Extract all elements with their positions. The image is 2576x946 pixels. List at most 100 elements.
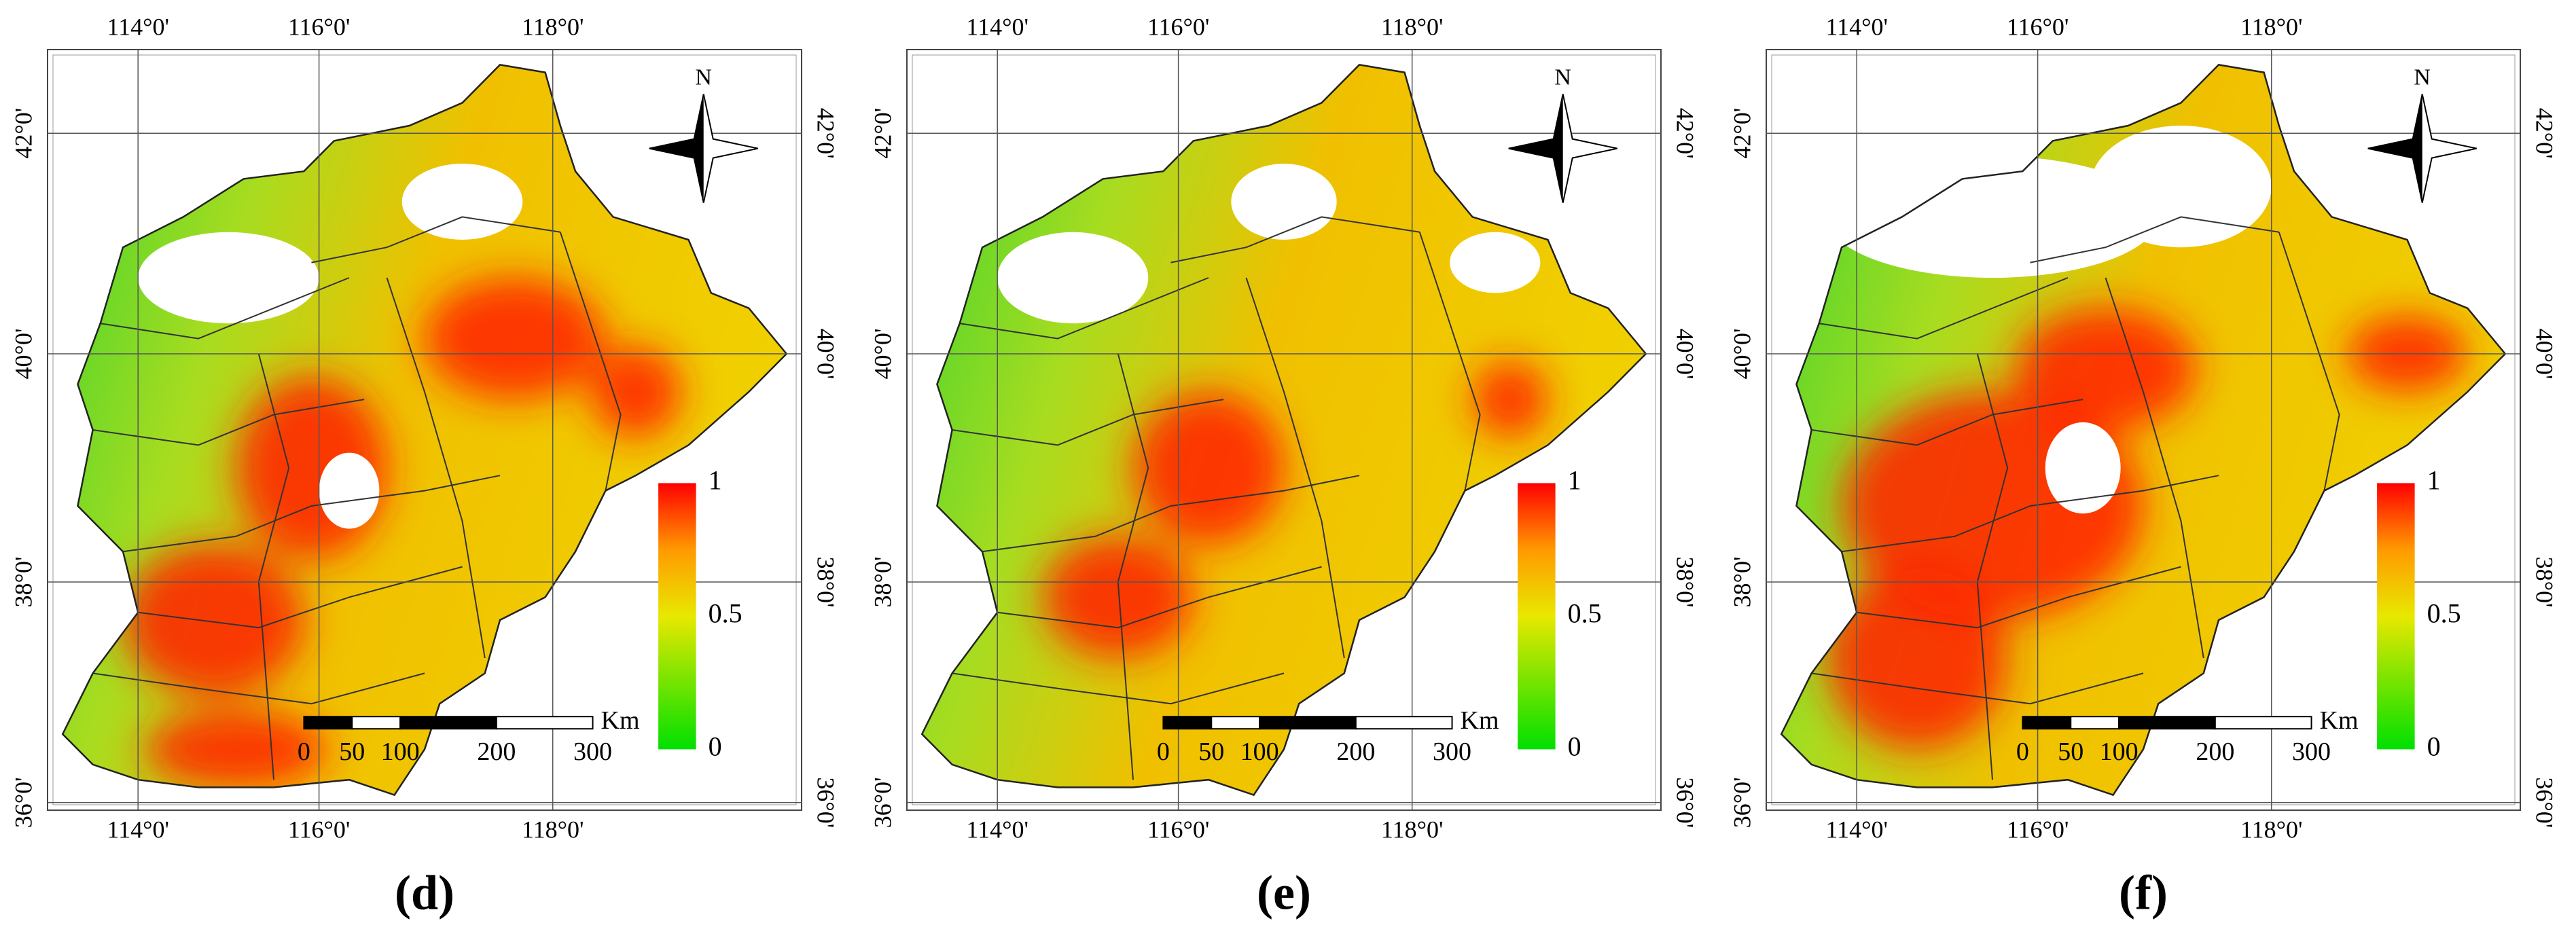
boundary (100, 277, 350, 340)
scale-segment (2118, 716, 2216, 730)
panel-label: (f) (2119, 866, 2168, 920)
colorbar-label: 0 (1568, 731, 1581, 762)
scale-segment (303, 716, 353, 730)
north-arrow (649, 94, 758, 203)
scale-unit: Km (601, 706, 640, 735)
scale-label: 50 (2058, 738, 2083, 766)
north-label: N (1554, 65, 1571, 90)
map-panel: 114°0' 114°0' 116°0' 116°0' 118°0' 118°0' 42°0… (10, 13, 839, 920)
scale-label: 50 (1198, 738, 1224, 766)
scale-segment (399, 716, 497, 730)
lat-label: 42°0' (812, 108, 840, 159)
lon-label: 114°0' (966, 816, 1028, 843)
colorbar (2377, 483, 2415, 750)
heat-blobs (1042, 361, 1548, 659)
region-outline (920, 64, 1647, 797)
north-arrow (1508, 94, 1617, 203)
scale-segment (2214, 716, 2312, 730)
lon-label: 114°0' (966, 13, 1028, 40)
scale-label: 300 (2292, 738, 2331, 766)
scale-segment (1211, 716, 1261, 730)
boundary (952, 672, 1285, 705)
scale-segment (2070, 716, 2120, 730)
scale-label: 0 (298, 738, 310, 766)
colorbar-label: 0.5 (709, 598, 743, 629)
frame (47, 49, 802, 811)
hotspot (123, 544, 304, 696)
panel-label: (d) (395, 866, 454, 920)
scale-label: 100 (2100, 738, 2139, 766)
scale-segment (1259, 716, 1357, 730)
lon-label: 116°0' (1147, 816, 1210, 843)
hotspot (1826, 566, 2008, 750)
boundary (311, 216, 560, 263)
lat-label: 36°0' (10, 777, 37, 828)
hotspot (590, 346, 681, 438)
scale-segment (495, 716, 594, 730)
boundary (1976, 353, 2009, 780)
lon-label: 114°0' (107, 13, 169, 40)
no-data (997, 232, 1149, 324)
scale-label: 100 (1240, 738, 1279, 766)
lat-label: 42°0' (1672, 108, 1699, 159)
map-panel: 114°0' 114°0' 116°0' 116°0' 118°0' 118°0' 42°0… (1728, 13, 2558, 920)
lon-label: 118°0' (522, 816, 584, 843)
no-data (1231, 164, 1337, 240)
boundary (2105, 277, 2204, 659)
boundary (122, 475, 501, 553)
no-data (401, 164, 523, 240)
boundary (1170, 216, 1420, 263)
frame (906, 49, 1662, 811)
hotspot (2015, 308, 2196, 430)
scale-label: 300 (573, 738, 612, 766)
lon-label: 116°0' (2007, 816, 2069, 843)
lat-label: 36°0' (869, 777, 896, 828)
colorbar-label: 1 (709, 465, 722, 496)
scale-label: 300 (1433, 738, 1471, 766)
boundary (1841, 475, 2219, 553)
scale-unit: Km (1461, 706, 1499, 735)
boundary (959, 277, 1209, 340)
lat-label: 42°0' (10, 108, 37, 159)
scale-label: 0 (2016, 738, 2029, 766)
colorbar-label: 0 (2427, 731, 2441, 762)
boundary (559, 232, 622, 491)
lat-label: 40°0' (1728, 329, 1755, 380)
colorbar-label: 0.5 (1568, 598, 1602, 629)
boundary (257, 353, 290, 780)
lat-label: 38°0' (2531, 557, 2558, 608)
north-label: N (695, 65, 712, 90)
boundary (1245, 277, 1345, 659)
lat-label: 38°0' (10, 557, 37, 608)
hotspot (425, 278, 606, 400)
north-label: N (2414, 65, 2431, 90)
colorbar (1518, 483, 1556, 750)
lon-label: 118°0' (2240, 816, 2303, 843)
scale-label: 200 (477, 738, 516, 766)
lat-label: 36°0' (812, 777, 840, 828)
no-data (319, 452, 380, 529)
boundary (92, 672, 425, 705)
map-panel: 114°0' 114°0' 116°0' 116°0' 118°0' 118°0' 42°0… (869, 13, 1698, 920)
boundary (1418, 232, 1481, 491)
boundary (1811, 672, 2144, 705)
lon-label: 116°0' (1147, 13, 1210, 40)
colorbar-label: 1 (2427, 465, 2441, 496)
lat-label: 40°0' (10, 329, 37, 380)
lon-label: 116°0' (288, 13, 351, 40)
region-outline (1780, 64, 2507, 797)
lon-label: 118°0' (2240, 13, 2303, 40)
lon-label: 118°0' (522, 13, 584, 40)
lat-label: 42°0' (2531, 108, 2558, 159)
lon-label: 116°0' (288, 816, 351, 843)
lat-label: 42°0' (1728, 108, 1755, 159)
scale-label: 50 (339, 738, 365, 766)
hotspot (1042, 536, 1194, 659)
lat-label: 36°0' (1728, 777, 1755, 828)
scale-label: 100 (381, 738, 420, 766)
region-outline (61, 64, 788, 797)
lon-label: 118°0' (1381, 13, 1444, 40)
hotspot (1472, 361, 1548, 438)
frame-inner (912, 54, 1656, 805)
